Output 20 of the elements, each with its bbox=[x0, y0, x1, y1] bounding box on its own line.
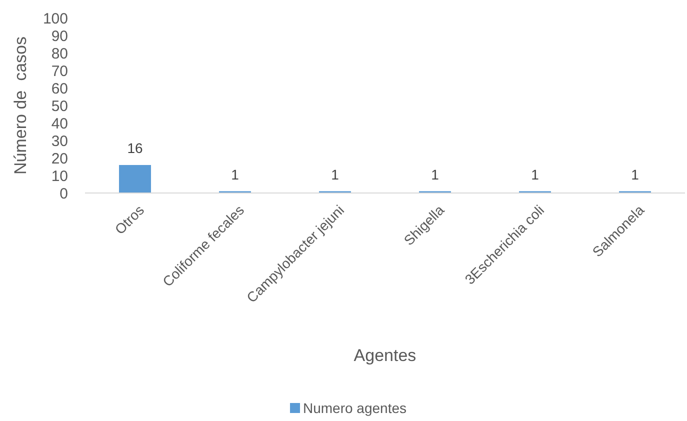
y-tick-label: 80 bbox=[51, 45, 68, 62]
legend-label: Numero agentes bbox=[303, 400, 407, 416]
y-tick-label: 90 bbox=[51, 28, 68, 45]
y-tick-label: 60 bbox=[51, 80, 68, 98]
data-label: 16 bbox=[127, 140, 143, 156]
y-tick-label: 30 bbox=[51, 132, 68, 150]
y-tick-label: 40 bbox=[51, 115, 68, 132]
data-label: 1 bbox=[231, 166, 240, 182]
y-tick-label: 20 bbox=[51, 150, 68, 168]
data-label: 1 bbox=[531, 166, 540, 182]
y-tick-label: 0 bbox=[60, 185, 68, 202]
x-axis-title: Agentes bbox=[354, 346, 416, 365]
y-tick-label: 10 bbox=[51, 168, 68, 185]
y-tick-label: 70 bbox=[51, 62, 68, 80]
y-tick-label: 100 bbox=[42, 10, 68, 28]
data-label: 1 bbox=[331, 166, 340, 182]
data-label: 1 bbox=[431, 166, 440, 182]
data-label: 1 bbox=[631, 166, 640, 182]
y-tick-label: 50 bbox=[51, 98, 68, 115]
y-axis-title: Número de casos bbox=[11, 36, 30, 174]
